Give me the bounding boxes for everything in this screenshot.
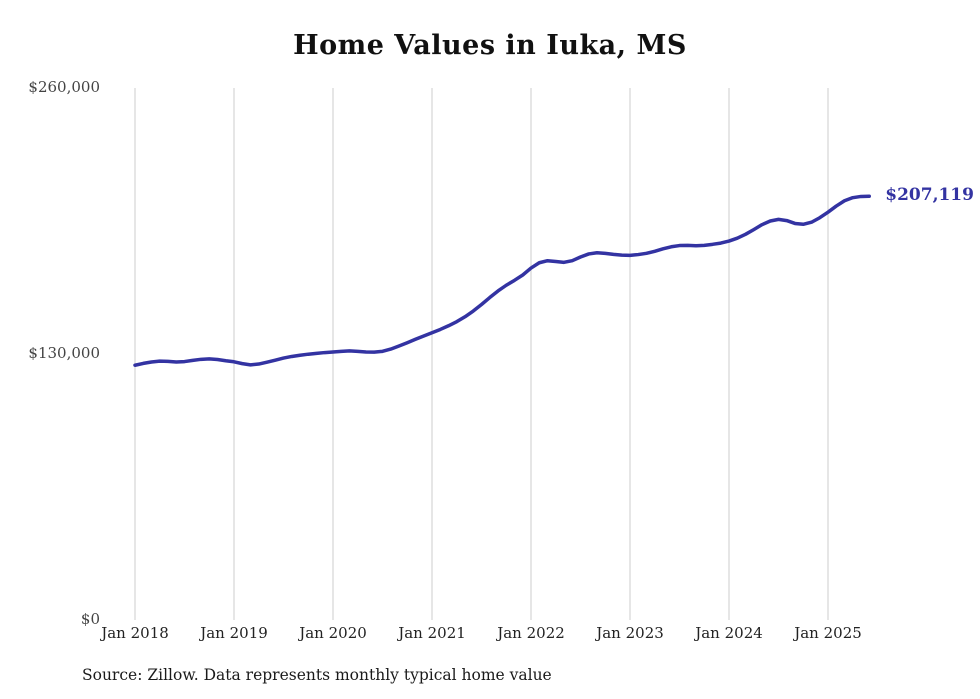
- x-axis-label: Jan 2024: [695, 624, 763, 642]
- x-axis-label: Jan 2022: [497, 624, 565, 642]
- x-axis-label: Jan 2018: [101, 624, 169, 642]
- y-axis-label: $130,000: [28, 344, 100, 362]
- x-axis-label: Jan 2019: [200, 624, 268, 642]
- x-axis-label: Jan 2025: [794, 624, 862, 642]
- source-note: Source: Zillow. Data represents monthly …: [82, 666, 552, 684]
- y-axis-label: $260,000: [28, 78, 100, 96]
- x-axis-label: Jan 2020: [299, 624, 367, 642]
- latest-value-annotation: $207,119: [885, 185, 974, 206]
- y-axis-label: $0: [80, 610, 100, 628]
- x-axis-label: Jan 2021: [398, 624, 466, 642]
- gridlines-group: [134, 88, 829, 620]
- chart-title: Home Values in Iuka, MS: [293, 30, 687, 61]
- x-axis-label: Jan 2023: [596, 624, 664, 642]
- home-value-series-line: [133, 194, 871, 367]
